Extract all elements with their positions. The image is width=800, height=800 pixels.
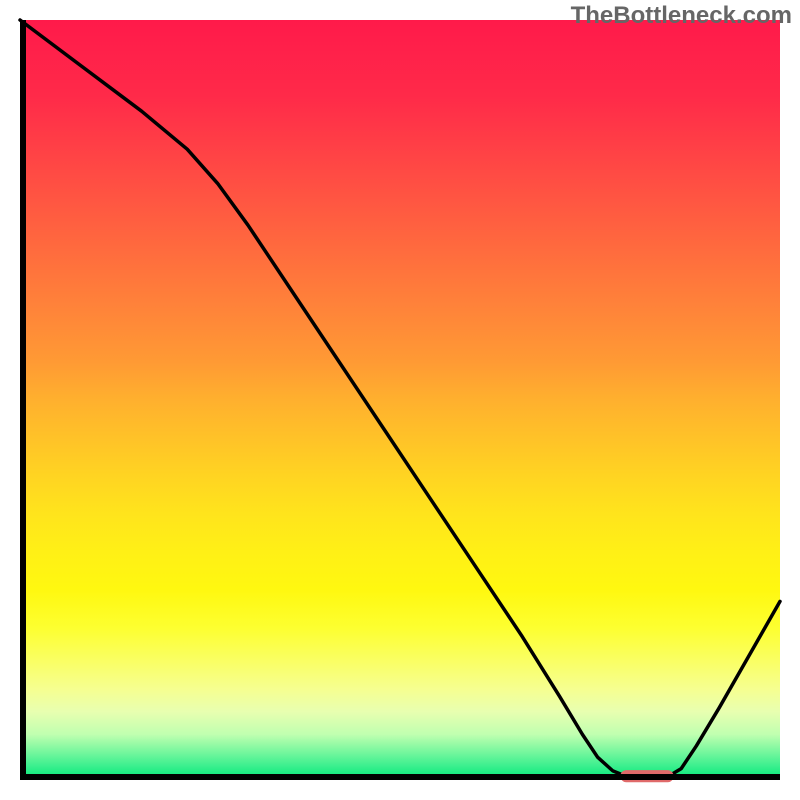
watermark-text: TheBottleneck.com <box>571 2 792 30</box>
gradient-background <box>20 20 780 780</box>
bottleneck-gradient-chart <box>0 0 800 800</box>
plot-area <box>20 20 780 782</box>
chart-container: TheBottleneck.com <box>0 0 800 800</box>
